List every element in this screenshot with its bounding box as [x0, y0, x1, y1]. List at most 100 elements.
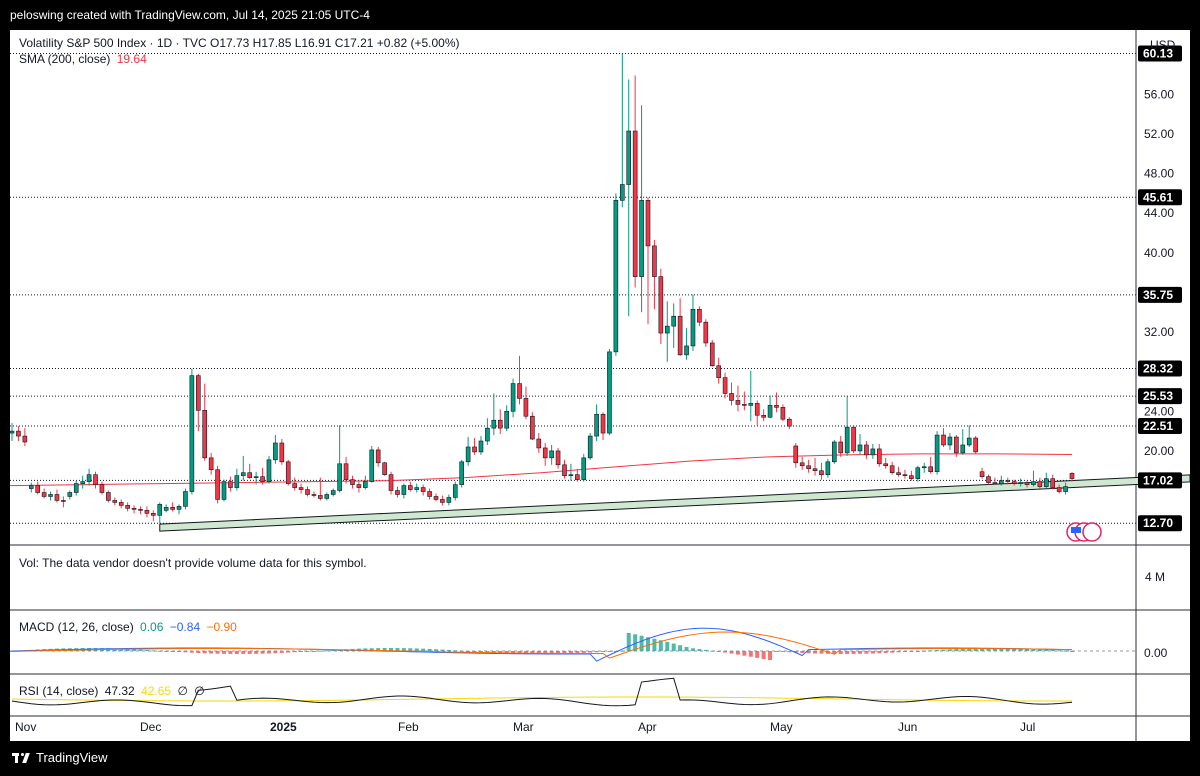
macd-bar-121	[787, 651, 792, 653]
candle-body-83	[542, 447, 548, 459]
candle-body-104	[677, 315, 683, 356]
candle-97	[632, 75, 638, 288]
candle-body-163	[1056, 487, 1062, 492]
candle-27	[183, 488, 188, 510]
macd-bar-56	[369, 648, 374, 651]
candle-body-144	[934, 434, 940, 473]
candle-body-87	[568, 474, 574, 476]
macd-bar-82	[536, 651, 541, 654]
candle-body-154	[999, 480, 1004, 484]
candle-106	[690, 294, 696, 351]
macd-bar-19	[132, 649, 137, 651]
candle-body-95	[620, 184, 625, 201]
candle-body-91	[594, 413, 599, 437]
macd-bar-26	[177, 651, 182, 652]
candle-100	[652, 239, 657, 310]
candle-body-6	[48, 494, 53, 497]
candle-body-159	[1031, 481, 1036, 485]
candle-135	[876, 443, 882, 467]
macd-bar-20	[138, 649, 143, 651]
candle-body-114	[742, 404, 747, 406]
candle-25	[170, 502, 175, 512]
currency-label[interactable]: USD	[1150, 38, 1176, 52]
macd-bar-115	[748, 651, 753, 657]
candle-110	[716, 357, 721, 384]
candle-body-165	[1069, 473, 1075, 479]
x-tick-7: Jun	[898, 720, 917, 734]
chart-canvas[interactable]: 56.00 52.00 48.00 44.00 40.00 32.00 24.00 20.00…	[10, 30, 1190, 741]
candle-body-23	[157, 504, 163, 516]
macd-bar-149	[967, 648, 972, 651]
candle-45	[298, 483, 304, 494]
level-tag-3: 28.32	[1143, 362, 1173, 376]
candle-153	[992, 477, 998, 485]
level-tag-1: 45.61	[1143, 190, 1173, 204]
sma200-line	[10, 453, 1073, 487]
candle-79	[517, 355, 522, 405]
macd-bar-44	[292, 651, 297, 653]
candle-141	[915, 465, 921, 482]
macd-bar-107	[697, 649, 702, 651]
candle-body-14	[99, 484, 105, 493]
candle-body-162	[1050, 478, 1056, 488]
candle-body-36	[240, 472, 246, 476]
candle-92	[600, 412, 606, 441]
macd-bar-39	[260, 651, 265, 654]
candle-55	[363, 475, 368, 490]
macd-line	[11, 627, 1073, 662]
macd-bar-158	[1025, 648, 1030, 651]
candle-159	[1031, 470, 1036, 487]
candle-94	[613, 193, 619, 356]
candle-32	[215, 465, 220, 504]
candle-132	[857, 434, 863, 455]
tradingview-logo[interactable]: TradingView	[12, 750, 108, 765]
candle-body-110	[716, 365, 721, 378]
macd-histogram-value: 0.06	[140, 620, 164, 634]
candle-body-130	[844, 426, 850, 454]
macd-bar-125	[813, 651, 818, 654]
candle-body-96	[626, 130, 632, 185]
candle-body-103	[671, 315, 676, 327]
candle-140	[909, 470, 914, 481]
candle-14	[99, 481, 105, 495]
candle-body-56	[369, 449, 375, 482]
macd-bar-67	[440, 649, 445, 651]
macd-bar-137	[890, 651, 895, 653]
candle-26	[176, 504, 182, 515]
candle-body-86	[562, 464, 567, 476]
candle-44	[292, 477, 297, 491]
event-flag-canton	[1071, 527, 1081, 533]
macd-bar-161	[1044, 649, 1049, 651]
candle-20	[138, 506, 143, 515]
macd-bar-90	[588, 651, 593, 653]
candle-body-9	[67, 492, 73, 497]
rsi-value: 47.32	[104, 684, 135, 698]
candle-118	[767, 395, 773, 419]
candle-144	[934, 431, 940, 475]
candle-148	[960, 429, 966, 455]
candle-body-161	[1044, 478, 1049, 487]
candle-85	[555, 447, 561, 469]
candle-7	[54, 489, 60, 503]
candle-body-155	[1005, 480, 1011, 482]
candle-body-117	[761, 414, 766, 418]
candle-body-108	[703, 321, 709, 344]
candle-69	[452, 481, 458, 501]
macd-bar-23	[157, 650, 162, 652]
macd-line-value: −0.84	[169, 620, 201, 634]
candle-64	[420, 484, 426, 496]
candle-body-160	[1037, 481, 1043, 487]
macd-bar-96	[626, 633, 631, 651]
candle-53	[350, 475, 355, 489]
macd-bar-93	[607, 651, 612, 652]
candle-body-46	[305, 489, 310, 495]
candle-body-38	[253, 476, 259, 478]
level-tag-bg-2	[1138, 286, 1182, 303]
candle-body-49	[324, 494, 330, 499]
macd-bar-28	[189, 651, 194, 653]
candle-154	[999, 475, 1004, 486]
candle-body-98	[639, 200, 644, 277]
candle-body-79	[517, 383, 522, 399]
candle-145	[941, 428, 946, 447]
macd-bar-88	[575, 651, 580, 654]
